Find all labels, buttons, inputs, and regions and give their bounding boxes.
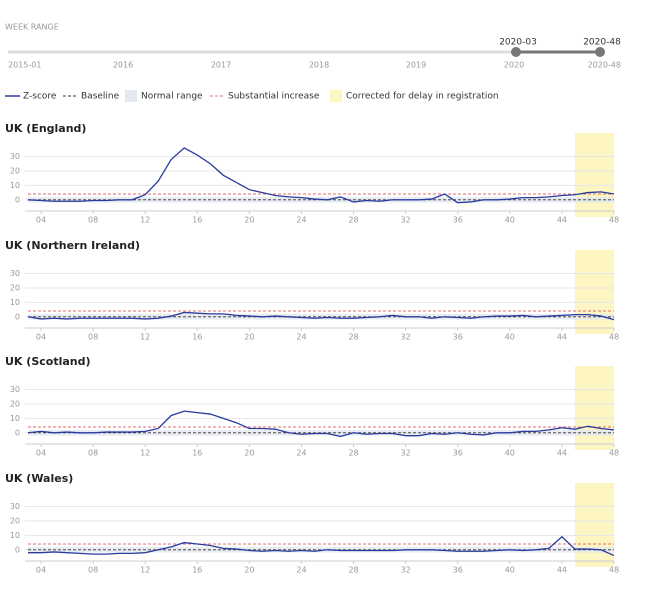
- year-label: 2020: [504, 61, 524, 70]
- x-tick-label: 32: [401, 566, 411, 575]
- x-tick-label: 04: [36, 566, 46, 575]
- slider-handle[interactable]: [595, 47, 605, 57]
- x-tick-label: 44: [557, 566, 567, 575]
- z-score-line: [27, 410, 615, 438]
- x-tick-label: 32: [401, 449, 411, 458]
- z-score-line: [28, 535, 615, 557]
- y-tick-label: 20: [10, 399, 20, 408]
- legend-label: Z-score: [23, 92, 57, 102]
- x-tick-label: 28: [348, 216, 358, 225]
- x-tick-label: 36: [453, 449, 463, 458]
- year-label: 2015-01: [8, 61, 41, 70]
- x-tick-label: 12: [140, 449, 150, 458]
- x-tick-label: 40: [505, 449, 515, 458]
- y-tick-label: 20: [10, 166, 20, 175]
- y-tick-label: 30: [10, 502, 20, 511]
- x-tick-label: 20: [244, 566, 254, 575]
- handle-label: 2020-03: [499, 38, 537, 48]
- corrected-region: [574, 366, 614, 450]
- y-tick-label: 0: [15, 545, 20, 554]
- x-tick-label: 28: [348, 333, 358, 342]
- x-tick-label: 12: [140, 566, 150, 575]
- x-tick-label: 36: [453, 566, 463, 575]
- x-tick-label: 24: [296, 449, 306, 458]
- y-tick-label: 30: [10, 152, 20, 161]
- x-tick-label: 28: [348, 449, 358, 458]
- x-tick-label: 44: [557, 216, 567, 225]
- x-tick-label: 36: [453, 333, 463, 342]
- legend-label: Substantial increase: [228, 92, 320, 102]
- legend-label: Corrected for delay in registration: [346, 92, 499, 102]
- x-tick-label: 48: [609, 333, 619, 342]
- x-tick-label: 32: [401, 333, 411, 342]
- x-tick-label: 40: [505, 566, 515, 575]
- y-tick-label: 30: [10, 385, 20, 394]
- y-tick-label: 20: [10, 283, 20, 292]
- x-tick-label: 48: [609, 449, 619, 458]
- chart-title: UK (Northern Ireland): [5, 239, 140, 252]
- x-tick-label: 44: [557, 333, 567, 342]
- y-tick-label: 0: [15, 312, 20, 321]
- x-tick-label: 24: [296, 333, 306, 342]
- chart-title: UK (Wales): [5, 472, 73, 485]
- end-label: 2020-48: [588, 61, 621, 70]
- x-tick-label: 08: [88, 449, 98, 458]
- x-tick-label: 08: [88, 216, 98, 225]
- x-tick-label: 12: [140, 216, 150, 225]
- chart-title: UK (England): [5, 122, 86, 135]
- legend-swatch: [125, 90, 137, 102]
- x-tick-label: 08: [88, 333, 98, 342]
- y-tick-label: 10: [10, 414, 20, 423]
- y-tick-label: 10: [10, 181, 20, 190]
- z-score-line: [27, 147, 615, 204]
- corrected-region: [574, 483, 614, 567]
- x-tick-label: 16: [192, 566, 202, 575]
- legend-label: Baseline: [81, 92, 120, 102]
- x-tick-label: 04: [36, 449, 46, 458]
- x-tick-label: 16: [192, 333, 202, 342]
- x-tick-label: 20: [244, 449, 254, 458]
- year-label: 2017: [211, 61, 231, 70]
- x-tick-label: 04: [36, 216, 46, 225]
- year-label: 2019: [406, 61, 426, 70]
- legend-label: Normal range: [141, 92, 203, 102]
- x-tick-label: 20: [244, 333, 254, 342]
- y-tick-label: 0: [15, 195, 20, 204]
- x-tick-label: 32: [401, 216, 411, 225]
- x-tick-label: 44: [557, 449, 567, 458]
- y-tick-label: 10: [10, 298, 20, 307]
- x-tick-label: 08: [88, 566, 98, 575]
- x-tick-label: 16: [192, 216, 202, 225]
- y-tick-label: 20: [10, 516, 20, 525]
- y-tick-label: 0: [15, 428, 20, 437]
- handle-label: 2020-48: [583, 38, 621, 48]
- x-tick-label: 24: [296, 216, 306, 225]
- x-tick-label: 48: [609, 566, 619, 575]
- x-tick-label: 40: [505, 216, 515, 225]
- x-tick-label: 04: [36, 333, 46, 342]
- corrected-region: [574, 133, 614, 217]
- year-label: 2018: [309, 61, 329, 70]
- x-tick-label: 12: [140, 333, 150, 342]
- legend-swatch: [330, 90, 342, 102]
- y-tick-label: 30: [10, 269, 20, 278]
- x-tick-label: 40: [505, 333, 515, 342]
- z-score-line: [27, 311, 615, 321]
- x-tick-label: 48: [609, 216, 619, 225]
- year-label: 2016: [113, 61, 133, 70]
- x-tick-label: 36: [453, 216, 463, 225]
- x-tick-label: 28: [348, 566, 358, 575]
- corrected-region: [574, 250, 614, 334]
- x-tick-label: 24: [296, 566, 306, 575]
- x-tick-label: 20: [244, 216, 254, 225]
- slider-handle[interactable]: [511, 47, 521, 57]
- week-range-label: WEEK RANGE: [5, 23, 59, 32]
- chart-title: UK (Scotland): [5, 355, 91, 368]
- x-tick-label: 16: [192, 449, 202, 458]
- y-tick-label: 10: [10, 531, 20, 540]
